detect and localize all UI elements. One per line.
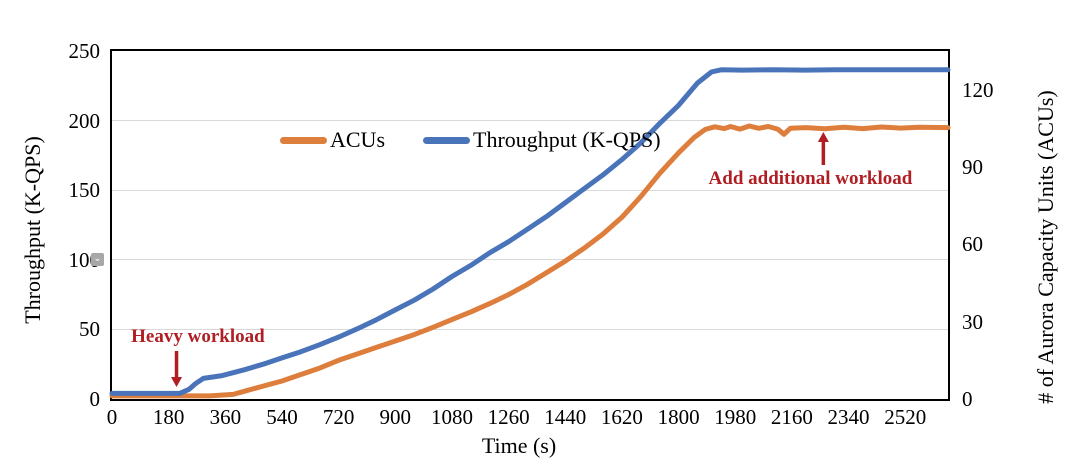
right-tick-30: 30 [962, 309, 983, 334]
left-tick-250: 250 [68, 39, 101, 63]
x-tick-2340: 2340 [827, 405, 870, 429]
x-tick-2160: 2160 [770, 405, 813, 429]
x-tick-1260: 1260 [487, 405, 530, 429]
x-tick-1440: 1440 [544, 405, 587, 429]
chevron-glyph: ⌄ [93, 253, 102, 264]
x-tick-1800: 1800 [657, 405, 700, 429]
gridline-100 [112, 259, 948, 261]
legend-item-throughput: Throughput (K-QPS) [423, 127, 661, 153]
left-tick-50: 50 [79, 317, 100, 342]
x-tick-540: 540 [266, 405, 298, 429]
legend-label-throughput: Throughput (K-QPS) [473, 127, 661, 152]
annotation-arrow-head [171, 377, 183, 388]
gridline-150 [112, 189, 948, 191]
series-line-throughput-k-qps [109, 67, 951, 396]
annotation-arrow-head [817, 132, 829, 143]
legend: ACUs Throughput (K-QPS) [280, 127, 661, 153]
x-tick-1980: 1980 [714, 405, 757, 429]
right-tick-0: 0 [962, 387, 973, 411]
right-tick-120: 120 [962, 77, 994, 102]
x-tick-720: 720 [322, 405, 355, 429]
right-tick-90: 90 [962, 155, 983, 179]
legend-item-acus: ACUs [280, 127, 385, 153]
left-tick-0: 0 [89, 387, 101, 411]
series-line-acus [109, 123, 951, 399]
x-tick-900: 900 [379, 405, 412, 429]
right-tick-60: 60 [962, 232, 983, 257]
legend-label-acus: ACUs [330, 127, 386, 152]
gridline-50 [112, 328, 948, 330]
throughput-line-marker [423, 136, 471, 144]
left-tick-200: 200 [68, 108, 101, 133]
left-tick-150: 150 [68, 178, 101, 203]
x-tick-180: 180 [152, 405, 185, 429]
x-tick-2520: 2520 [884, 405, 927, 429]
right-axis-title: # of Aurora Capacity Units (ACUs) [1033, 90, 1058, 404]
x-axis-title: Time (s) [481, 433, 557, 458]
series-plot [109, 67, 951, 399]
x-tick-360: 360 [209, 405, 242, 429]
acus-line-marker [280, 136, 327, 144]
annotation-label-1: Add additional workload [708, 167, 913, 189]
chevron-down-icon[interactable]: ⌄ [91, 253, 104, 266]
annotation-label-0: Heavy workload [131, 326, 265, 348]
x-tick-0: 0 [106, 405, 118, 429]
plot-area: ACUs Throughput (K-QPS) Heavy workload Ad… [69, 39, 994, 429]
gridline-200 [112, 120, 948, 122]
x-tick-1080: 1080 [430, 405, 473, 429]
x-tick-1620: 1620 [600, 405, 643, 429]
left-axis-title: Throughput (K-QPS) [20, 136, 45, 324]
